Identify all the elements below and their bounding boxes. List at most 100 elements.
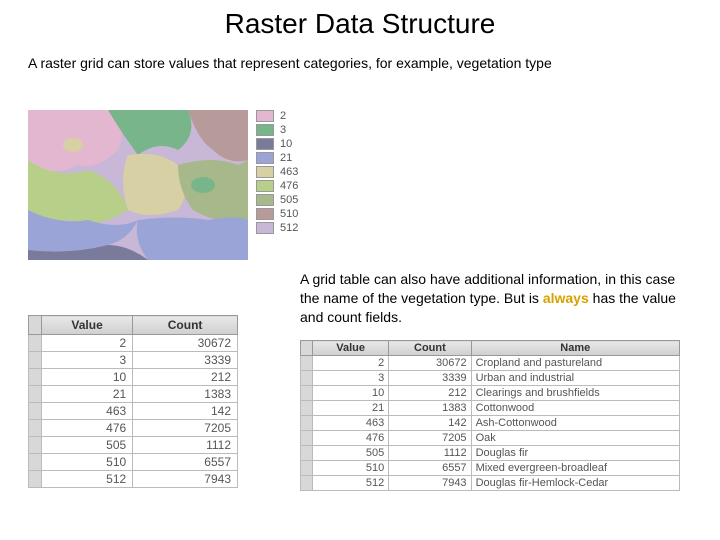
table-cell: 30672 — [133, 335, 238, 352]
table-cell: 6557 — [389, 461, 471, 476]
table-row: 5127943Douglas fir-Hemlock-Cedar — [301, 476, 680, 491]
legend-row: 3 — [256, 124, 298, 136]
table-row: 4767205Oak — [301, 431, 680, 446]
map-legend: 231021463476505510512 — [256, 110, 298, 236]
legend-row: 21 — [256, 152, 298, 164]
row-header-blank — [301, 341, 313, 356]
table-cell: 7943 — [133, 471, 238, 488]
table-cell: 21 — [42, 386, 133, 403]
table-row: 5051112 — [29, 437, 238, 454]
table-row: 5051112Douglas fir — [301, 446, 680, 461]
table-cell: Mixed evergreen-broadleaf — [471, 461, 679, 476]
table-cell: 212 — [389, 386, 471, 401]
legend-row: 2 — [256, 110, 298, 122]
raster-map — [28, 110, 248, 260]
row-handle — [29, 471, 42, 488]
table-cell: 463 — [42, 403, 133, 420]
table-row: 463142Ash-Cottonwood — [301, 416, 680, 431]
table-row: 5106557Mixed evergreen-broadleaf — [301, 461, 680, 476]
row-handle — [301, 476, 313, 491]
row-handle — [301, 446, 313, 461]
table-row: 10212 — [29, 369, 238, 386]
column-header: Count — [133, 316, 238, 335]
table-cell: 476 — [313, 431, 389, 446]
table-row: 10212Clearings and brushfields — [301, 386, 680, 401]
column-header: Value — [313, 341, 389, 356]
legend-swatch — [256, 222, 274, 234]
table-cell: 10 — [42, 369, 133, 386]
table-cell: 512 — [313, 476, 389, 491]
table-cell: 463 — [313, 416, 389, 431]
legend-label: 512 — [280, 222, 298, 234]
table-cell: 142 — [133, 403, 238, 420]
row-handle — [301, 416, 313, 431]
column-header: Count — [389, 341, 471, 356]
table-cell: 1383 — [389, 401, 471, 416]
row-handle — [29, 403, 42, 420]
value-count-table-region: ValueCount230672333391021221138346314247… — [28, 315, 238, 488]
description-text: A grid table can also have additional in… — [300, 270, 690, 327]
desc-highlight: always — [543, 290, 589, 306]
table-row: 211383 — [29, 386, 238, 403]
table-cell: 2 — [313, 356, 389, 371]
table-cell: 510 — [42, 454, 133, 471]
legend-row: 505 — [256, 194, 298, 206]
subtitle-text: A raster grid can store values that repr… — [0, 40, 720, 78]
row-handle — [29, 386, 42, 403]
legend-label: 510 — [280, 208, 298, 220]
table-row: 230672 — [29, 335, 238, 352]
row-handle — [29, 369, 42, 386]
legend-label: 10 — [280, 138, 292, 150]
table-row: 33339Urban and industrial — [301, 371, 680, 386]
legend-row: 510 — [256, 208, 298, 220]
table-cell: 512 — [42, 471, 133, 488]
table-cell: 7205 — [389, 431, 471, 446]
column-header: Value — [42, 316, 133, 335]
legend-row: 512 — [256, 222, 298, 234]
table-cell: 21 — [313, 401, 389, 416]
row-handle — [301, 401, 313, 416]
table-cell: 3339 — [389, 371, 471, 386]
legend-label: 3 — [280, 124, 286, 136]
legend-swatch — [256, 194, 274, 206]
table-cell: 1383 — [133, 386, 238, 403]
row-handle — [29, 335, 42, 352]
value-count-name-table-region: ValueCountName230672Cropland and pasture… — [300, 340, 680, 491]
table-cell: 3 — [42, 352, 133, 369]
legend-swatch — [256, 110, 274, 122]
table-row: 5127943 — [29, 471, 238, 488]
legend-label: 2 — [280, 110, 286, 122]
legend-swatch — [256, 138, 274, 150]
table-cell: 2 — [42, 335, 133, 352]
table-row: 4767205 — [29, 420, 238, 437]
table-cell: Ash-Cottonwood — [471, 416, 679, 431]
value-count-name-table: ValueCountName230672Cropland and pasture… — [300, 340, 680, 491]
table-cell: 30672 — [389, 356, 471, 371]
legend-swatch — [256, 180, 274, 192]
table-cell: 1112 — [389, 446, 471, 461]
legend-swatch — [256, 166, 274, 178]
legend-row: 463 — [256, 166, 298, 178]
row-handle — [29, 454, 42, 471]
table-cell: 505 — [313, 446, 389, 461]
table-cell: Cropland and pastureland — [471, 356, 679, 371]
row-handle — [301, 461, 313, 476]
table-cell: 3 — [313, 371, 389, 386]
table-cell: 6557 — [133, 454, 238, 471]
table-row: 33339 — [29, 352, 238, 369]
row-handle — [301, 356, 313, 371]
table-cell: 3339 — [133, 352, 238, 369]
row-handle — [29, 420, 42, 437]
legend-swatch — [256, 124, 274, 136]
table-cell: 7943 — [389, 476, 471, 491]
table-cell: Oak — [471, 431, 679, 446]
row-handle — [29, 352, 42, 369]
table-cell: 10 — [313, 386, 389, 401]
table-cell: Douglas fir — [471, 446, 679, 461]
table-cell: Cottonwood — [471, 401, 679, 416]
row-header-blank — [29, 316, 42, 335]
table-cell: 505 — [42, 437, 133, 454]
table-cell: 1112 — [133, 437, 238, 454]
page-title: Raster Data Structure — [0, 0, 720, 40]
row-handle — [29, 437, 42, 454]
